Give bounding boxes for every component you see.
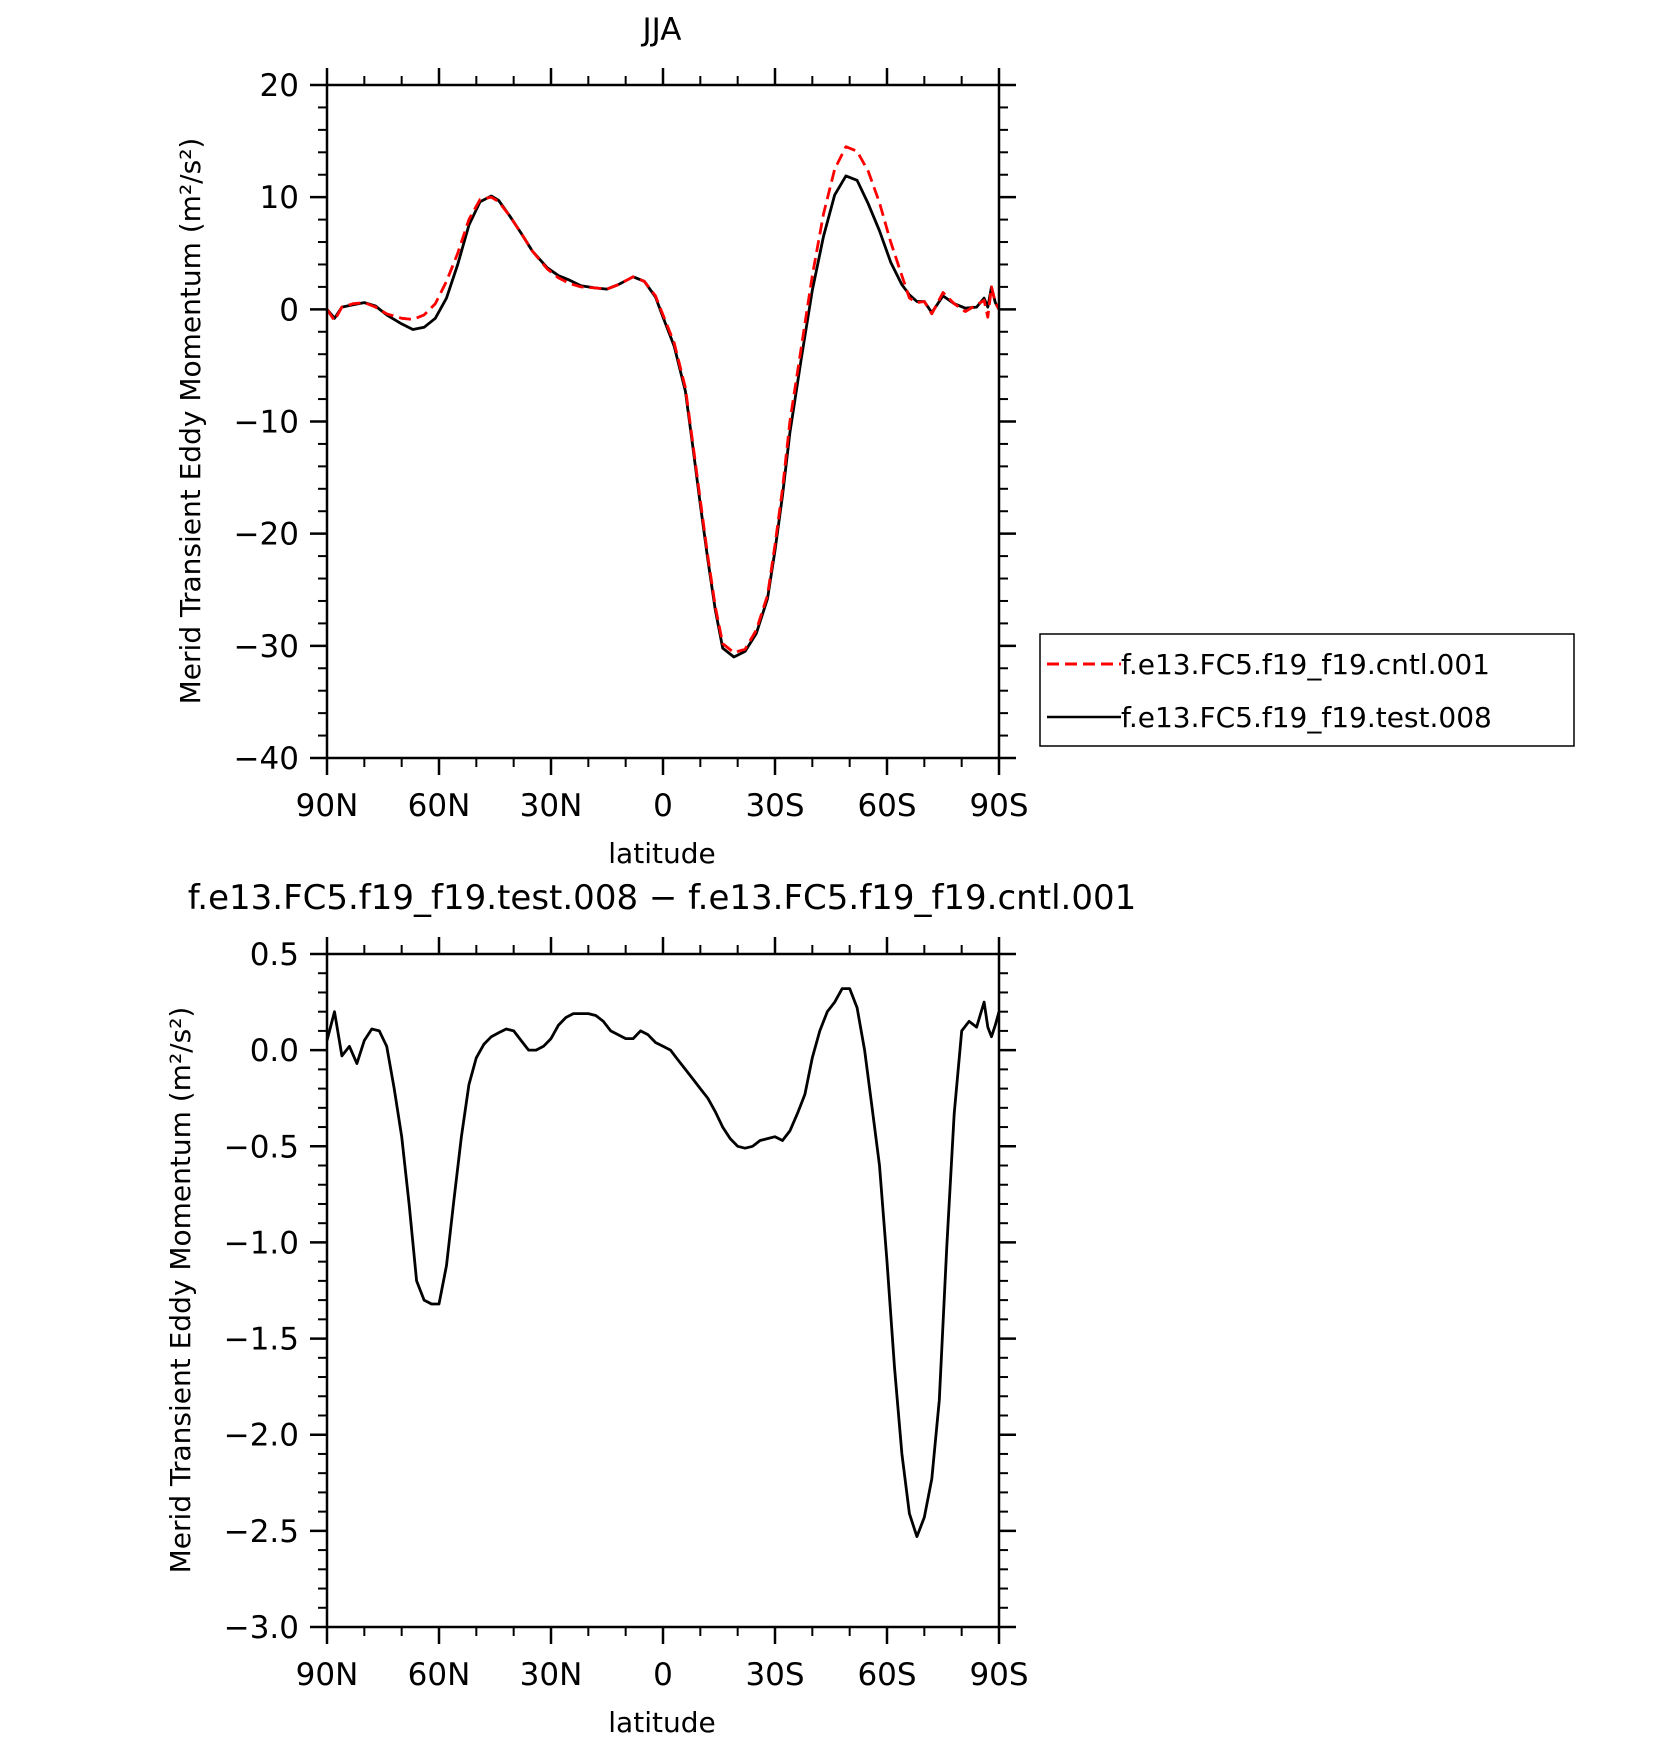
top-plot-frame	[325, 83, 1001, 760]
top-x-tick-label: 60S	[857, 788, 916, 824]
bottom-series-line-0	[325, 987, 1001, 1538]
bottom-chart-marks	[325, 987, 1001, 1538]
bottom-y-tick-label: 0.0	[250, 1033, 299, 1069]
bottom-y-tick-label: −1.0	[224, 1225, 299, 1261]
bottom-y-axis-label: Merid Transient Eddy Momentum (m²/s²)	[164, 1007, 197, 1574]
legend: f.e13.FC5.f19_f19.cntl.001 f.e13.FC5.f19…	[1039, 633, 1575, 747]
top-x-tick-label: 30S	[745, 788, 804, 824]
bottom-x-tick-label: 30S	[745, 1657, 804, 1693]
top-x-tick-label: 90N	[296, 788, 359, 824]
top-y-tick-label: 10	[260, 180, 299, 216]
legend-label-test: f.e13.FC5.f19_f19.test.008	[1121, 701, 1492, 734]
top-chart-marks	[325, 145, 1001, 659]
bottom-x-tick-label: 90N	[296, 1657, 359, 1693]
top-y-tick-label: −40	[234, 741, 299, 777]
top-x-tick-label: 0	[653, 788, 673, 824]
bottom-x-tick-label: 90S	[969, 1657, 1028, 1693]
bottom-x-tick-label: 0	[653, 1657, 673, 1693]
top-series-line-0	[325, 174, 1001, 659]
bottom-plot-frame	[325, 952, 1001, 1629]
top-x-axis-label: latitude	[608, 837, 715, 870]
bottom-chart-axes: 90N 60N 30N 0 30S 60S 90S 0.5 0.0 −0.5 −1.0 −1.5 −2.…	[224, 937, 1029, 1693]
bottom-chart-title: f.e13.FC5.f19_f19.test.008 − f.e13.FC5.f…	[188, 878, 1136, 918]
top-series-line-1	[325, 145, 1001, 654]
bottom-y-tick-label: −2.5	[224, 1514, 299, 1550]
bottom-y-tick-label: −0.5	[224, 1129, 299, 1165]
top-chart-axes: 90N 60N 30N 0 30S 60S 90S 20 10 0 −10 −20 −30 −40	[234, 68, 1029, 824]
top-x-tick-label: 90S	[969, 788, 1028, 824]
top-y-axis-label: Merid Transient Eddy Momentum (m²/s²)	[174, 138, 207, 705]
bottom-y-tick-label: −1.5	[224, 1322, 299, 1358]
top-y-tick-label: −10	[234, 405, 299, 441]
bottom-y-tick-label: 0.5	[250, 937, 299, 973]
bottom-x-tick-label: 60S	[857, 1657, 916, 1693]
top-chart-title: JJA	[641, 12, 682, 48]
top-y-tick-label: 0	[279, 292, 299, 328]
top-x-tick-label: 30N	[520, 788, 583, 824]
bottom-x-tick-label: 60N	[408, 1657, 471, 1693]
bottom-x-tick-label: 30N	[520, 1657, 583, 1693]
bottom-y-tick-label: −3.0	[224, 1610, 299, 1646]
top-panel: JJA 90N 60N 30N 0 30S 60S 90S 20 10 0 −10 −20 −30 −40…	[174, 12, 1575, 870]
bottom-panel: f.e13.FC5.f19_f19.test.008 − f.e13.FC5.f…	[164, 878, 1136, 1739]
bottom-y-tick-label: −2.0	[224, 1418, 299, 1454]
top-y-tick-label: −20	[234, 517, 299, 553]
top-x-tick-label: 60N	[408, 788, 471, 824]
legend-box	[1039, 633, 1575, 747]
top-y-tick-label: −30	[234, 629, 299, 665]
top-y-tick-label: 20	[260, 68, 299, 104]
legend-label-cntl: f.e13.FC5.f19_f19.cntl.001	[1121, 648, 1490, 681]
bottom-x-axis-label: latitude	[608, 1706, 715, 1739]
